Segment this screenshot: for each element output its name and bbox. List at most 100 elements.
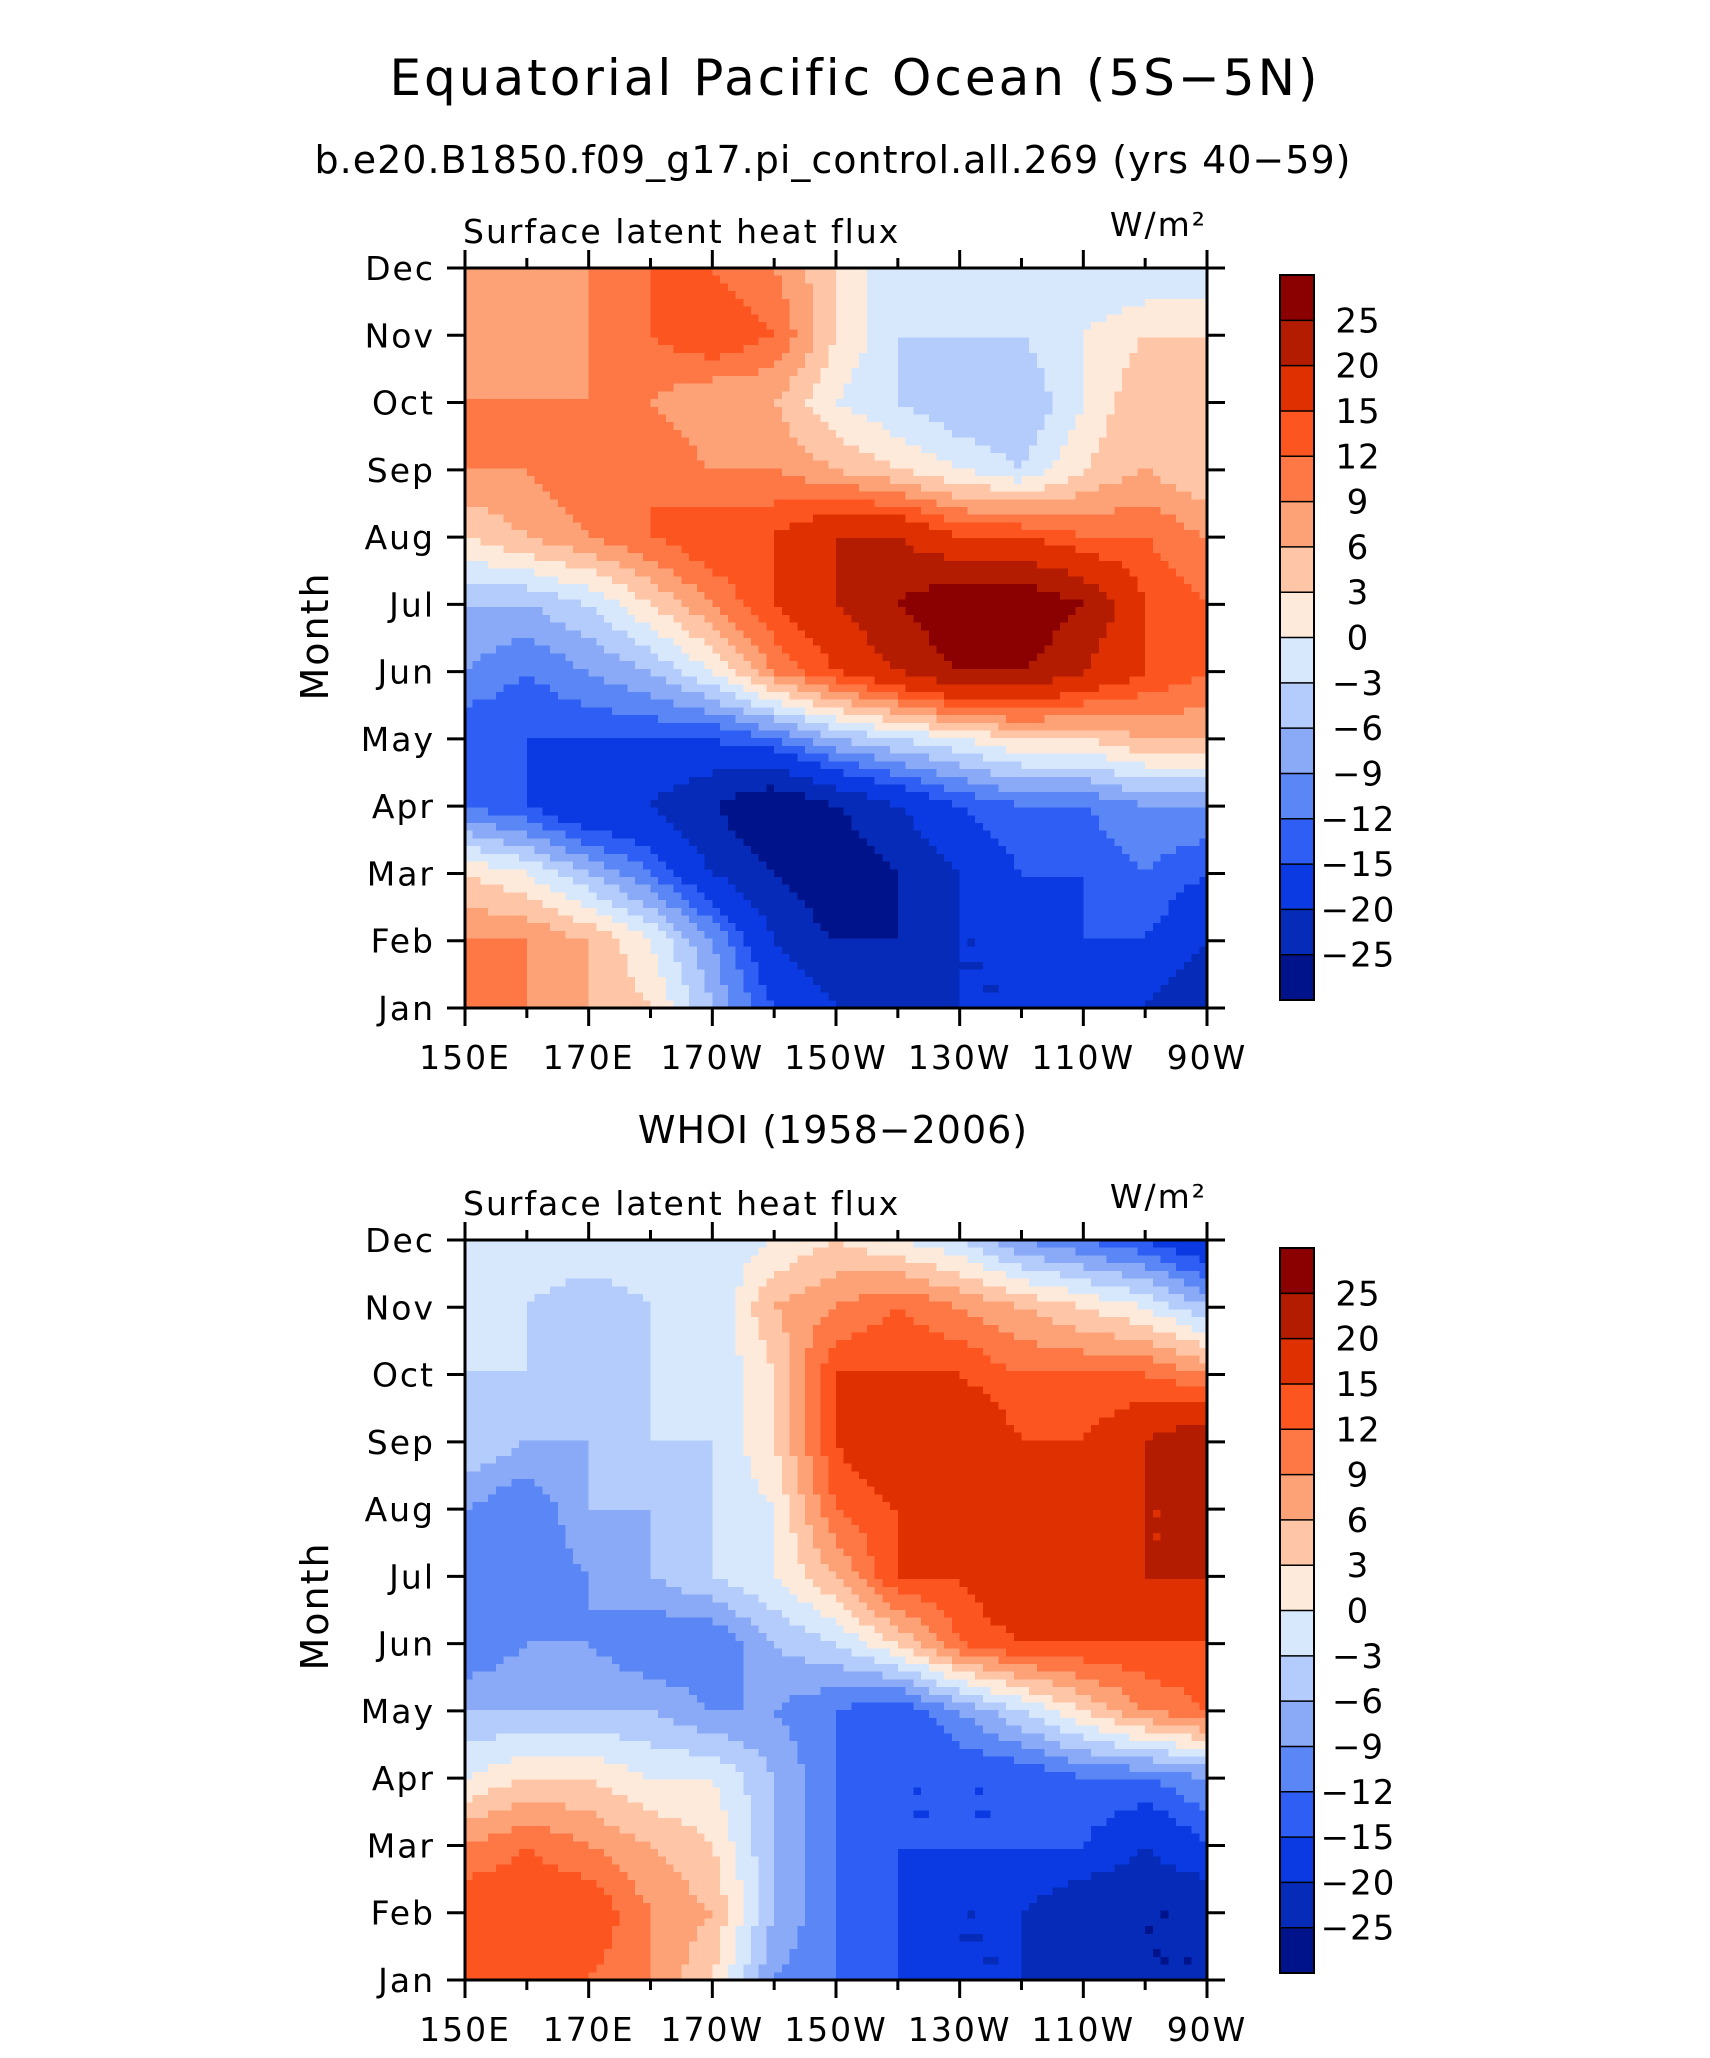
heatmap-cell: [789, 445, 798, 454]
heatmap-cell: [642, 560, 652, 570]
heatmap-cell: [959, 468, 968, 477]
heatmap-cell: [944, 514, 953, 523]
heatmap-cell: [511, 483, 520, 493]
heatmap-cell: [1029, 553, 1038, 562]
heatmap-cell: [1160, 414, 1169, 423]
heatmap-cell: [1145, 429, 1154, 439]
heatmap-cell: [967, 283, 976, 292]
heatmap-cell: [998, 584, 1007, 593]
heatmap-cell: [635, 630, 644, 639]
heatmap-cell: [1183, 645, 1193, 655]
heatmap-cell: [1183, 314, 1193, 323]
heatmap-cell: [511, 352, 520, 362]
heatmap-cell: [503, 268, 512, 277]
heatmap-cell: [642, 375, 652, 385]
heatmap-cell: [1075, 414, 1084, 423]
heatmap-cell: [635, 399, 644, 408]
heatmap-cell: [526, 383, 536, 392]
heatmap-cell: [1052, 545, 1061, 554]
heatmap-cell: [843, 368, 853, 377]
heatmap-cell: [1199, 352, 1208, 362]
heatmap-cell: [975, 298, 984, 308]
heatmap-cell: [1191, 468, 1200, 477]
heatmap-cell: [1145, 491, 1154, 500]
heatmap-cell: [1160, 268, 1169, 277]
heatmap-cell: [712, 291, 721, 300]
heatmap-cell: [882, 622, 891, 631]
heatmap-cell: [859, 445, 868, 454]
heatmap-cell: [1029, 298, 1038, 308]
heatmap-cell: [542, 537, 551, 547]
heatmap-cell: [758, 321, 768, 331]
heatmap-cell: [766, 422, 775, 431]
heatmap-cell: [1036, 445, 1046, 454]
heatmap-cell: [696, 291, 706, 300]
heatmap-cell: [990, 506, 999, 516]
heatmap-cell: [874, 545, 883, 554]
heatmap-cell: [1152, 514, 1162, 523]
heatmap-cell: [673, 530, 683, 539]
heatmap-cell: [1006, 414, 1015, 423]
heatmap-cell: [913, 283, 922, 292]
heatmap-cell: [944, 560, 953, 570]
heatmap-cell: [642, 268, 652, 277]
heatmap-cell: [1129, 437, 1139, 446]
heatmap-cell: [1036, 352, 1046, 362]
heatmap-cell: [665, 584, 675, 593]
heatmap-cell: [1075, 622, 1084, 631]
heatmap-cell: [905, 661, 914, 670]
heatmap-cell: [774, 514, 783, 523]
heatmap-cell: [998, 414, 1007, 423]
heatmap-cell: [866, 406, 876, 416]
heatmap-cell: [503, 337, 512, 346]
heatmap-cell: [975, 530, 984, 539]
heatmap-cell: [1160, 306, 1169, 315]
heatmap-cell: [982, 476, 992, 485]
heatmap-cell: [665, 445, 675, 454]
heatmap-cell: [1029, 437, 1038, 446]
heatmap-cell: [743, 599, 752, 608]
heatmap-cell: [696, 522, 706, 531]
heatmap-cell: [488, 638, 497, 647]
heatmap-cell: [998, 614, 1007, 624]
heatmap-cell: [998, 553, 1007, 562]
heatmap-cell: [1021, 352, 1030, 362]
heatmap-cell: [789, 314, 798, 323]
heatmap-cell: [998, 468, 1007, 477]
heatmap-cell: [944, 429, 953, 439]
heatmap-cell: [503, 298, 512, 308]
heatmap-cell: [750, 537, 760, 547]
heatmap-cell: [1006, 422, 1015, 431]
heatmap-cell: [828, 399, 837, 408]
heatmap-cell: [534, 337, 543, 346]
heatmap-cell: [990, 314, 999, 323]
heatmap-cell: [1176, 298, 1185, 308]
heatmap-cell: [550, 522, 559, 531]
heatmap-cell: [836, 345, 845, 354]
heatmap-cell: [596, 607, 605, 616]
heatmap-cell: [588, 560, 597, 570]
heatmap-cell: [882, 368, 891, 377]
heatmap-cell: [812, 337, 822, 346]
heatmap-cell: [967, 460, 976, 470]
heatmap-cell: [665, 352, 675, 362]
heatmap-cell: [495, 545, 505, 554]
heatmap-cell: [1137, 553, 1146, 562]
heatmap-cell: [519, 560, 528, 570]
heatmap-cell: [1191, 283, 1200, 292]
heatmap-cell: [1137, 360, 1146, 369]
heatmap-cell: [627, 383, 636, 392]
heatmap-cell: [882, 360, 891, 369]
heatmap-cell: [619, 653, 628, 662]
heatmap-cell: [882, 491, 891, 500]
heatmap-cell: [1152, 599, 1162, 608]
heatmap-cell: [828, 352, 837, 362]
heatmap-cell: [928, 599, 938, 608]
heatmap-cell: [1183, 306, 1193, 315]
heatmap-cell: [673, 653, 683, 662]
heatmap-cell: [665, 591, 675, 601]
heatmap-cell: [921, 591, 930, 601]
heatmap-cell: [1176, 645, 1185, 655]
heatmap-cell: [982, 391, 992, 400]
heatmap-cell: [774, 576, 783, 585]
